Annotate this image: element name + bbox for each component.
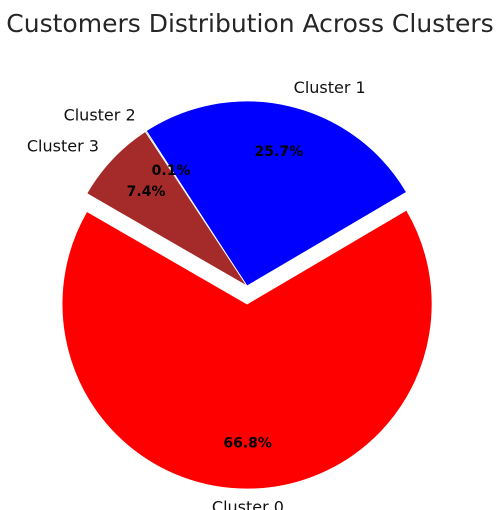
pie-labels: Cluster 0 66.8% Cluster 1 25.7% Cluster 2 0.1… [27, 78, 366, 510]
pct-label-cluster-2: 0.1% [152, 163, 191, 179]
slice-label-cluster-3: Cluster 3 [27, 136, 99, 155]
pie-slice-cluster-1 [145, 100, 407, 287]
slice-label-cluster-0: Cluster 0 [212, 497, 284, 510]
slice-label-cluster-2: Cluster 2 [64, 106, 136, 125]
slice-label-cluster-1: Cluster 1 [294, 78, 366, 97]
pct-label-cluster-3: 7.4% [127, 184, 166, 200]
pie-slice-cluster-0 [61, 209, 433, 490]
pie-slices [61, 100, 433, 490]
pct-label-cluster-0: 66.8% [223, 436, 272, 452]
pie-slice-cluster-3 [86, 130, 248, 287]
chart-title: Customers Distribution Across Clusters [6, 9, 493, 38]
pct-label-cluster-1: 25.7% [255, 144, 304, 160]
